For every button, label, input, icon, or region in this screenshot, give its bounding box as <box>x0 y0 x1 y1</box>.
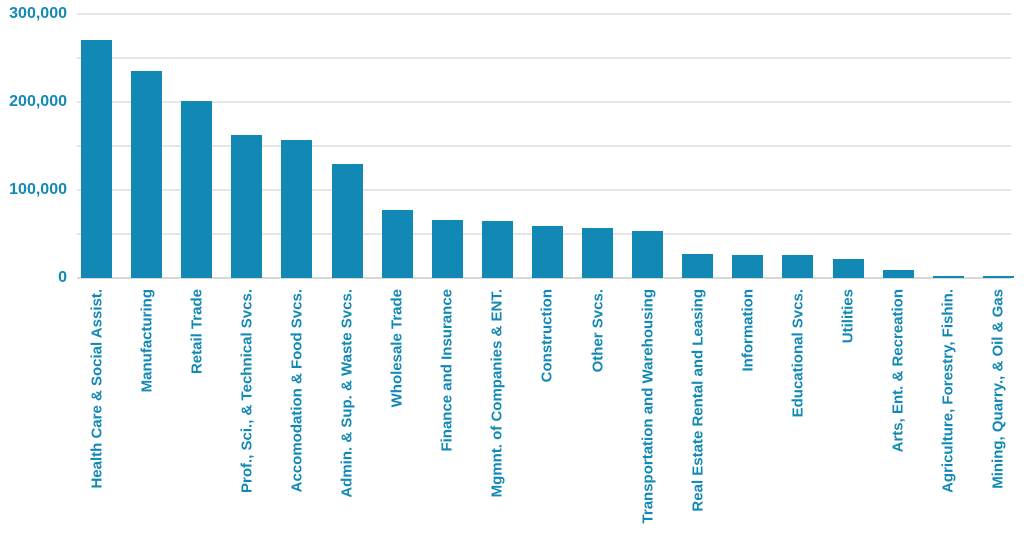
x-tick-label: Finance and Insurance <box>438 289 456 452</box>
y-tick-label: 100,000 <box>9 181 67 198</box>
bar <box>381 210 413 278</box>
x-tick-label: Admin. & Sup. & Waste Svcs. <box>338 289 356 498</box>
x-tick-label: Construction <box>538 289 556 383</box>
x-tick-label: Transportation and Warehousing <box>639 289 657 524</box>
y-axis: 0 100,000 200,000 300,000 <box>0 0 67 300</box>
x-tick-label: Real Estate Rental and Leasing <box>689 289 707 512</box>
y-tick-label: 0 <box>58 269 67 286</box>
gridline <box>77 189 1011 191</box>
bar <box>281 139 313 278</box>
gridline <box>77 101 1011 103</box>
bar <box>331 163 363 278</box>
plot-area <box>77 13 1014 279</box>
x-tick-label: Other Svcs. <box>589 289 606 373</box>
gridline <box>77 13 1011 15</box>
gridline <box>77 57 1011 59</box>
bar <box>732 255 764 278</box>
x-tick-label: Educational Svcs. <box>789 289 807 418</box>
bar <box>632 231 664 278</box>
x-tick-label: Health Care & Social Assist. <box>88 289 105 489</box>
gridline <box>77 145 1011 147</box>
x-tick-label: Mgmnt. of Companies & ENT. <box>488 289 506 498</box>
x-tick-label: Accomodation & Food Svcs. <box>288 289 306 493</box>
bar <box>832 258 864 278</box>
y-tick-label: 200,000 <box>9 93 67 110</box>
x-tick-label: Wholesale Trade <box>388 289 406 408</box>
x-axis-baseline <box>77 277 1011 279</box>
bar <box>582 227 613 278</box>
bar <box>882 270 914 278</box>
x-tick-label: Information <box>739 289 757 372</box>
bar <box>81 40 112 278</box>
x-tick-label: Retail Trade <box>188 289 206 375</box>
y-tick-label: 300,000 <box>9 5 67 22</box>
bar <box>982 276 1014 278</box>
x-axis: Health Care & Social Assist. Manufacturin… <box>0 289 1024 536</box>
bar <box>682 254 714 278</box>
bar <box>231 135 263 278</box>
x-tick-label: Utilities <box>839 289 857 344</box>
x-tick-label: Arts, Ent. & Recreation <box>889 289 907 453</box>
bar <box>531 226 563 278</box>
bar <box>481 220 513 278</box>
bar <box>131 71 163 278</box>
x-tick-label: Manufacturing <box>138 289 156 393</box>
bar <box>181 101 213 278</box>
bar <box>932 276 964 278</box>
bar <box>782 255 814 278</box>
bar <box>431 219 463 278</box>
x-tick-label: Mining, Quarry., & Oil & Gas <box>989 289 1007 489</box>
x-tick-label: Prof., Sci., & Technical Svcs. <box>238 289 256 493</box>
x-tick-label: Agriculture, Forestry, Fishin. <box>939 289 957 493</box>
